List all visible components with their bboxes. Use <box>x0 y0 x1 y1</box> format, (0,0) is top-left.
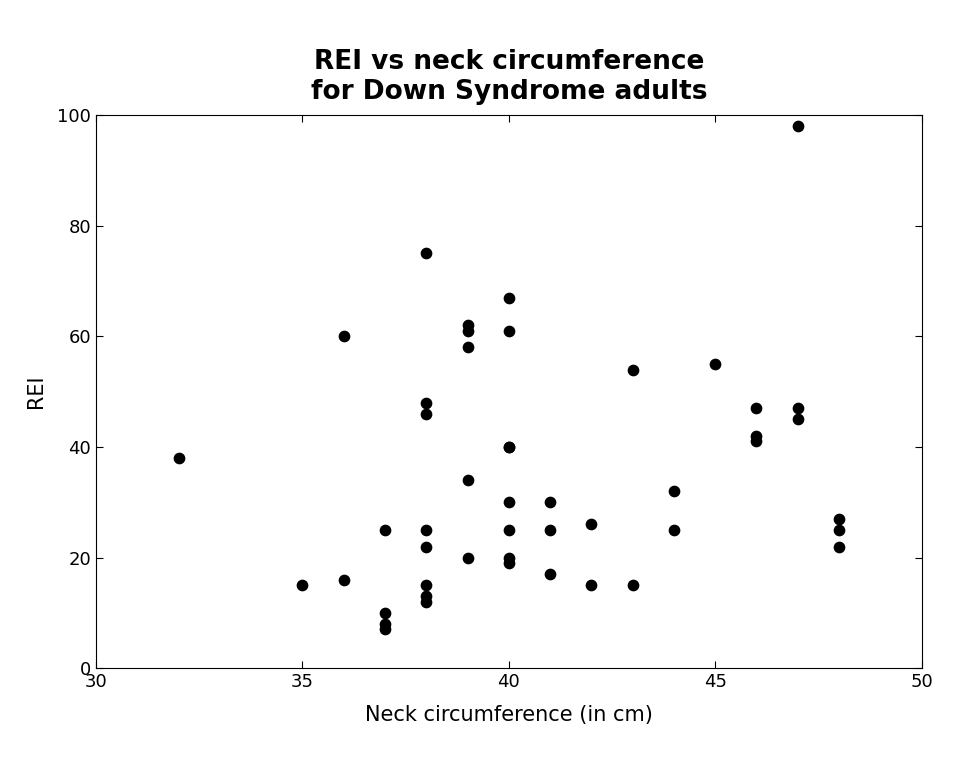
Point <box>501 496 516 508</box>
Point <box>584 579 599 591</box>
Point <box>542 496 558 508</box>
Point <box>460 325 475 337</box>
Point <box>625 363 640 376</box>
Point <box>419 247 434 260</box>
Point <box>377 617 393 630</box>
Point <box>419 579 434 591</box>
Point <box>419 590 434 602</box>
Point <box>501 441 516 453</box>
Point <box>419 396 434 409</box>
Point <box>501 325 516 337</box>
Point <box>377 607 393 619</box>
Point <box>501 441 516 453</box>
Point <box>666 524 682 536</box>
Point <box>377 524 393 536</box>
Point <box>666 485 682 498</box>
Point <box>419 408 434 420</box>
Point <box>460 319 475 332</box>
Point <box>419 596 434 608</box>
Point <box>501 551 516 564</box>
Point <box>584 518 599 531</box>
Point <box>790 413 805 425</box>
Point <box>790 402 805 415</box>
X-axis label: Neck circumference (in cm): Neck circumference (in cm) <box>365 705 653 725</box>
Point <box>171 452 186 464</box>
Point <box>336 574 351 586</box>
Point <box>501 292 516 304</box>
Point <box>708 358 723 370</box>
Point <box>831 513 847 525</box>
Point <box>501 524 516 536</box>
Point <box>542 568 558 581</box>
Point <box>460 341 475 353</box>
Point <box>542 524 558 536</box>
Point <box>460 551 475 564</box>
Point <box>377 624 393 636</box>
Point <box>831 541 847 553</box>
Point <box>790 120 805 132</box>
Y-axis label: REI: REI <box>26 375 46 409</box>
Point <box>749 435 764 448</box>
Point <box>831 524 847 536</box>
Title: REI vs neck circumference
for Down Syndrome adults: REI vs neck circumference for Down Syndr… <box>310 48 708 104</box>
Point <box>501 557 516 569</box>
Point <box>625 579 640 591</box>
Point <box>749 402 764 415</box>
Point <box>749 430 764 442</box>
Point <box>336 330 351 343</box>
Point <box>419 524 434 536</box>
Point <box>295 579 310 591</box>
Point <box>419 541 434 553</box>
Point <box>460 474 475 486</box>
